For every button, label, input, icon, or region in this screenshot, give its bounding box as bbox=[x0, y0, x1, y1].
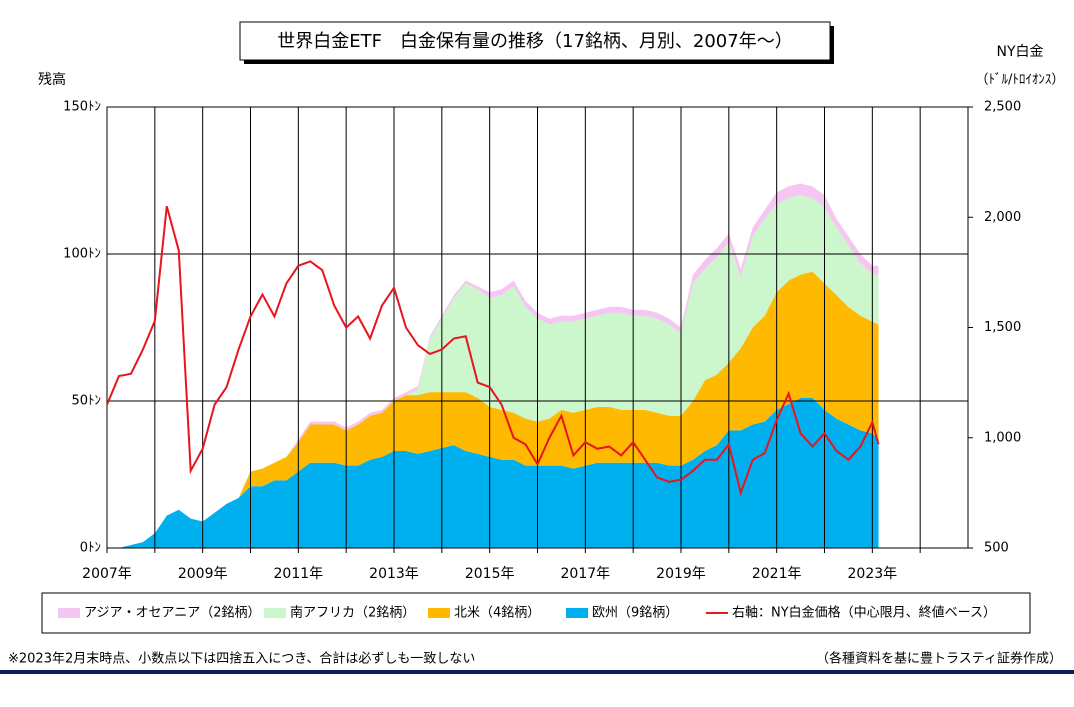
y2-tick-label: 2,000 bbox=[984, 210, 1021, 225]
x-tick-label: 2007年 bbox=[82, 566, 132, 582]
y2-tick-label: 1,000 bbox=[984, 430, 1021, 445]
line bbox=[106, 205, 880, 497]
y-tick-label: 100ﾄﾝ bbox=[63, 247, 101, 262]
x-tick-label: 2021年 bbox=[752, 566, 802, 582]
x-tick-label: 2017年 bbox=[561, 566, 611, 582]
x-tick-label: 2013年 bbox=[369, 566, 419, 582]
x-tick-label: 2023年 bbox=[848, 566, 898, 582]
y-tick-label: 150ﾄﾝ bbox=[63, 100, 101, 115]
plot-frame bbox=[106, 106, 969, 549]
legend-label: 欧州（9銘柄） bbox=[592, 606, 678, 621]
legend-label: 北米（4銘柄） bbox=[454, 606, 540, 621]
title-box bbox=[239, 21, 831, 61]
x-tick-label: 2011年 bbox=[274, 566, 324, 582]
x-tick-label: 2009年 bbox=[178, 566, 228, 582]
legend-swatch bbox=[566, 608, 588, 618]
y2-tick-label: 2,500 bbox=[984, 100, 1021, 115]
y-tick-label: 0ﾄﾝ bbox=[80, 541, 101, 556]
area bbox=[107, 398, 879, 548]
footnote: ※2023年2月末時点、小数点以下は四捨五入につき、合計は必ずしも一致しない bbox=[8, 651, 475, 667]
y-axis-label: 残高 bbox=[38, 71, 66, 88]
y2-tick-label: 500 bbox=[984, 541, 1009, 556]
legend-swatch bbox=[428, 608, 450, 618]
legend-label: 右軸：NY白金価格（中心限月、終値ベース） bbox=[732, 605, 996, 621]
area bbox=[107, 195, 879, 548]
source: （各種資料を基に豊トラスティ証券作成） bbox=[816, 651, 1062, 667]
legend-box bbox=[41, 592, 1031, 634]
legend-swatch bbox=[264, 608, 286, 618]
legend-label: アジア・オセアニア（2銘柄） bbox=[84, 606, 261, 621]
footer-rule bbox=[0, 670, 1074, 674]
area bbox=[107, 271, 879, 548]
y2-tick-label: 1,500 bbox=[984, 320, 1021, 335]
y-tick-label: 50ﾄﾝ bbox=[71, 394, 101, 409]
chart-title: 世界白金ETF 白金保有量の推移（17銘柄、月別、2007年～） bbox=[277, 31, 792, 52]
legend-label: 南アフリカ（2銘柄） bbox=[290, 605, 415, 621]
x-tick-label: 2015年 bbox=[465, 566, 515, 582]
y2-axis-unit: （ﾄﾞﾙ/ﾄﾛｲｵﾝｽ） bbox=[976, 73, 1065, 88]
y2-axis-label: NY白金 bbox=[996, 44, 1043, 60]
legend-swatch bbox=[58, 608, 80, 618]
x-tick-label: 2019年 bbox=[656, 566, 706, 582]
